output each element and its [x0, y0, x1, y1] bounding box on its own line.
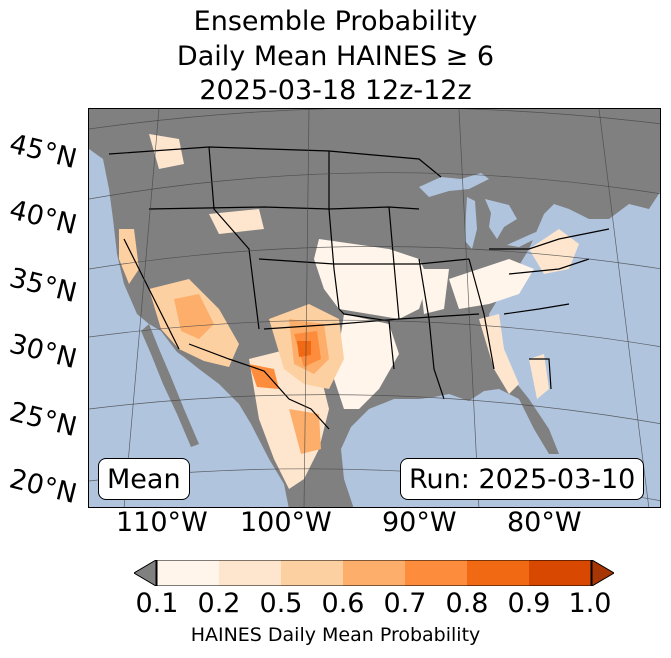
lake-michigan [465, 197, 477, 249]
colorbar-label: HAINES Daily Mean Probability [190, 624, 481, 646]
mean-label-box: Mean [98, 458, 190, 500]
colorbar-under-triangle [134, 560, 157, 586]
lat-label-35: 35°N [6, 262, 80, 310]
colorbar-tick-4: 0.7 [383, 588, 427, 619]
title-line-2: Daily Mean HAINES ≥ 6 [176, 41, 495, 72]
colorbar-cell [343, 560, 405, 586]
lake-superior [419, 173, 489, 197]
lat-label-40: 40°N [6, 194, 80, 242]
lon-label-80: 80°W [507, 507, 582, 538]
gulf-of-california [177, 352, 223, 455]
lat-label-45: 45°N [6, 128, 80, 176]
lat-label-25: 25°N [6, 396, 80, 444]
colorbar-over-triangle [591, 560, 614, 586]
colorbar-tick-7: 1.0 [568, 588, 612, 619]
baja-california [141, 324, 199, 447]
title-line-3: 2025-03-18 12z-12z [199, 75, 472, 106]
colorbar-tick-3: 0.6 [321, 588, 365, 619]
lon-label-90: 90°W [382, 507, 457, 538]
colorbar-cell [467, 560, 529, 586]
colorbar-cell [405, 560, 467, 586]
lake-huron [485, 199, 517, 239]
colorbar-tick-6: 0.9 [507, 588, 551, 619]
colorbar [134, 560, 614, 586]
lake-erie [507, 229, 543, 247]
colorbar-tick-2: 0.5 [259, 588, 303, 619]
colorbar-tick-5: 0.8 [445, 588, 489, 619]
colorbar-cell [157, 560, 219, 586]
title-line-1: Ensemble Probability [193, 6, 478, 37]
probability-map [88, 108, 661, 508]
probability-field [119, 134, 579, 489]
map-canvas [89, 109, 660, 507]
lake-ontario [544, 215, 567, 225]
political-borders [108, 146, 610, 430]
colorbar-tick-1: 0.2 [197, 588, 241, 619]
colorbar-cell [219, 560, 281, 586]
lon-label-100: 100°W [240, 507, 332, 538]
colorbar-cell [529, 560, 591, 586]
run-label-box: Run: 2025-03-10 [400, 458, 645, 500]
colorbar-cells [156, 560, 592, 586]
colorbar-tick-0: 0.1 [135, 588, 179, 619]
lon-label-110: 110°W [116, 507, 208, 538]
colorbar-frame [156, 560, 592, 586]
lat-label-30: 30°N [6, 328, 80, 376]
colorbar-cell [281, 560, 343, 586]
lat-label-20: 20°N [6, 463, 80, 511]
